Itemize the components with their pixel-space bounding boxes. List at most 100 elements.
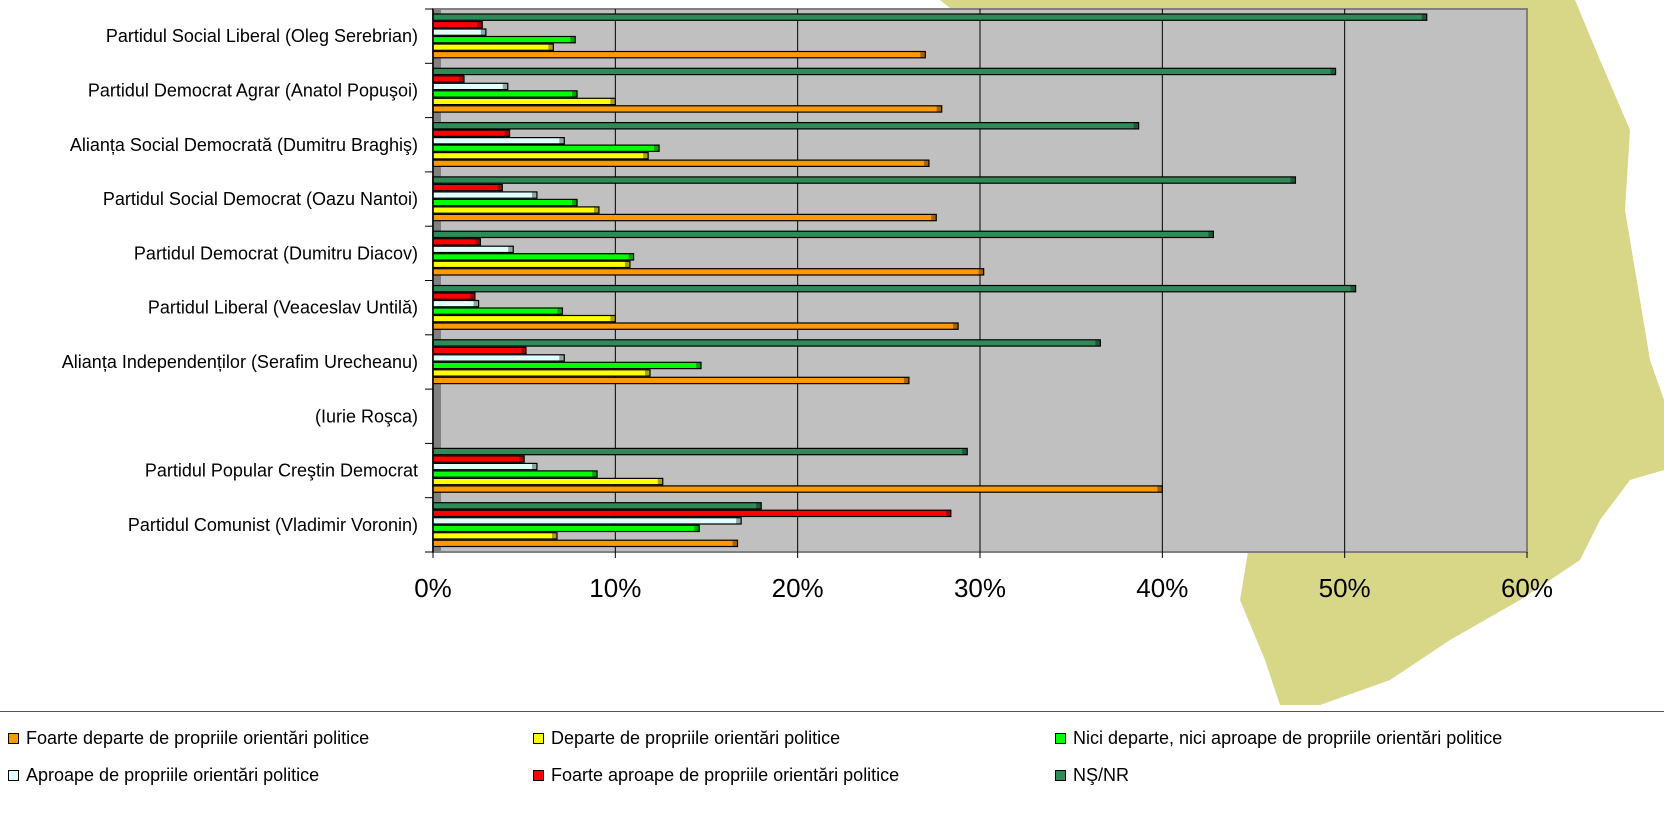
bar-end-nici-departe-nici-aproape-de-propriile-orientari-politice — [570, 36, 576, 43]
bar-end-nici-departe-nici-aproape-de-propriile-orientari-politice — [557, 308, 563, 315]
bar-departe-de-propriile-orientari-politice — [432, 97, 616, 106]
bar-departe-de-propriile-orientari-politice — [432, 260, 631, 269]
bar-end-foarte-departe-de-propriile-orientari-politice — [953, 323, 959, 330]
bar-foarte-aproape-de-propriile-orientari-politice — [432, 183, 503, 192]
bar-ns-nr — [432, 502, 762, 510]
bar-end-foarte-departe-de-propriile-orientari-politice — [978, 268, 984, 275]
bar-end-nici-departe-nici-aproape-de-propriile-orientari-politice — [694, 525, 700, 532]
category-label: Partidul Liberal (Veaceslav Untilă) — [148, 298, 418, 318]
bar-aproape-de-propriile-orientari-politice — [432, 82, 509, 91]
bar-end-aproape-de-propriile-orientari-politice — [559, 354, 565, 362]
bar-end-foarte-aproape-de-propriile-orientari-politice — [504, 130, 510, 137]
bar-end-aproape-de-propriile-orientari-politice — [531, 191, 537, 199]
category-label: Alianța Social Democrată (Dumitru Braghi… — [70, 135, 418, 155]
bar-foarte-aproape-de-propriile-orientari-politice — [432, 509, 952, 518]
legend-label: Foarte aproape de propriile orientări po… — [551, 765, 900, 785]
bar-end-ns-nr — [1133, 122, 1139, 129]
legend-swatch-ns-nr — [1055, 770, 1066, 781]
bar-nici-departe-nici-aproape-de-propriile-orientari-politice — [432, 307, 564, 315]
bar-foarte-aproape-de-propriile-orientari-politice — [432, 238, 482, 246]
bar-departe-de-propriile-orientari-politice — [432, 477, 664, 486]
bar-end-ns-nr — [962, 448, 968, 455]
bar-end-foarte-departe-de-propriile-orientari-politice — [923, 160, 929, 167]
x-tick-label: 30% — [954, 573, 1006, 603]
bar-end-nici-departe-nici-aproape-de-propriile-orientari-politice — [654, 145, 660, 152]
bar-nici-departe-nici-aproape-de-propriile-orientari-politice — [432, 361, 702, 370]
bar-end-nici-departe-nici-aproape-de-propriile-orientari-politice — [592, 470, 598, 478]
bar-aproape-de-propriile-orientari-politice — [432, 28, 487, 36]
bar-end-foarte-aproape-de-propriile-orientari-politice — [497, 184, 503, 191]
bar-ns-nr — [432, 230, 1214, 239]
legend-swatch-foarte-departe — [8, 733, 19, 744]
bar-chart: 0% 10% 20% 30% 40% 50% 60% Partidul Social Libe… — [62, 0, 1664, 705]
bar-departe-de-propriile-orientari-politice — [432, 314, 616, 323]
legend-swatch-nici-nici — [1055, 733, 1066, 744]
bar-end-aproape-de-propriile-orientari-politice — [531, 463, 537, 470]
bar-end-foarte-aproape-de-propriile-orientari-politice — [475, 238, 481, 245]
legend-label: Foarte departe de propriile orientări po… — [26, 728, 370, 748]
x-tick-label: 10% — [589, 573, 641, 603]
bar-end-ns-nr — [1290, 176, 1296, 184]
bar-end-foarte-aproape-de-propriile-orientari-politice — [519, 455, 525, 463]
bar-end-foarte-departe-de-propriile-orientari-politice — [1157, 485, 1163, 493]
bar-end-aproape-de-propriile-orientari-politice — [473, 300, 479, 307]
bar-foarte-departe-de-propriile-orientari-politice — [432, 485, 1163, 493]
bar-end-foarte-aproape-de-propriile-orientari-politice — [945, 510, 951, 517]
legend-item-ns-nr: NŞ/NR — [1055, 765, 1129, 786]
bar-end-foarte-aproape-de-propriile-orientari-politice — [469, 293, 475, 300]
bar-aproape-de-propriile-orientari-politice — [432, 517, 742, 525]
bar-foarte-departe-de-propriile-orientari-politice — [432, 105, 943, 113]
bar-foarte-aproape-de-propriile-orientari-politice — [432, 292, 476, 300]
legend-item-aproape: Aproape de propriile orientări politice — [8, 765, 319, 786]
bar-nici-departe-nici-aproape-de-propriile-orientari-politice — [432, 90, 578, 98]
bar-end-departe-de-propriile-orientari-politice — [610, 315, 616, 322]
x-tick-label: 0% — [414, 573, 452, 603]
bar-foarte-aproape-de-propriile-orientari-politice — [432, 455, 525, 463]
bar-ns-nr — [432, 121, 1140, 130]
bar-end-ns-nr — [1208, 231, 1214, 238]
bar-end-departe-de-propriile-orientari-politice — [643, 152, 649, 159]
bar-aproape-de-propriile-orientari-politice — [432, 354, 565, 362]
category-label: Partidul Comunist (Vladimir Voronin) — [128, 515, 418, 535]
bar-foarte-departe-de-propriile-orientari-politice — [432, 268, 985, 276]
bar-end-departe-de-propriile-orientari-politice — [593, 206, 599, 214]
category-label: Partidul Democrat (Dumitru Diacov) — [134, 243, 418, 263]
bar-ns-nr — [432, 447, 968, 456]
bar-foarte-departe-de-propriile-orientari-politice — [432, 50, 926, 59]
category-label: Partidul Social Democrat (Oazu Nantoi) — [103, 189, 418, 209]
bar-ns-nr — [432, 339, 1101, 347]
bar-end-ns-nr — [1421, 14, 1427, 21]
bar-aproape-de-propriile-orientari-politice — [432, 299, 480, 308]
bar-end-foarte-aproape-de-propriile-orientari-politice — [458, 75, 464, 83]
bar-nici-departe-nici-aproape-de-propriile-orientari-politice — [432, 198, 578, 207]
bar-end-departe-de-propriile-orientari-politice — [551, 532, 557, 539]
x-tick-label: 20% — [772, 573, 824, 603]
bar-nici-departe-nici-aproape-de-propriile-orientari-politice — [432, 470, 598, 478]
bar-end-foarte-aproape-de-propriile-orientari-politice — [477, 21, 483, 28]
category-label: Partidul Democrat Agrar (Anatol Popuşoi) — [88, 80, 418, 100]
bar-ns-nr — [432, 176, 1297, 184]
bar-end-aproape-de-propriile-orientari-politice — [559, 137, 565, 144]
bar-end-departe-de-propriile-orientari-politice — [610, 98, 616, 105]
bar-end-nici-departe-nici-aproape-de-propriile-orientari-politice — [628, 253, 634, 260]
bar-end-nici-departe-nici-aproape-de-propriile-orientari-politice — [572, 199, 578, 206]
bar-end-ns-nr — [1350, 285, 1356, 292]
bar-foarte-departe-de-propriile-orientari-politice — [432, 213, 937, 222]
legend-swatch-departe — [533, 733, 544, 744]
bar-ns-nr — [432, 13, 1428, 21]
bar-foarte-departe-de-propriile-orientari-politice — [432, 376, 910, 385]
category-label: Alianța Independenților (Serafim Urechea… — [62, 352, 418, 372]
bar-end-departe-de-propriile-orientari-politice — [644, 369, 650, 377]
bar-end-foarte-aproape-de-propriile-orientari-politice — [520, 347, 526, 354]
bar-foarte-aproape-de-propriile-orientari-politice — [432, 346, 527, 355]
legend-swatch-foarte-aproape — [533, 770, 544, 781]
x-tick-label: 60% — [1501, 573, 1553, 603]
x-tick-label: 50% — [1319, 573, 1371, 603]
bar-foarte-aproape-de-propriile-orientari-politice — [432, 20, 483, 29]
legend-label: Nici departe, nici aproape de propriile … — [1073, 728, 1503, 748]
bar-end-departe-de-propriile-orientari-politice — [624, 261, 630, 268]
bar-foarte-aproape-de-propriile-orientari-politice — [432, 129, 511, 138]
bar-ns-nr — [432, 284, 1357, 293]
bar-end-foarte-departe-de-propriile-orientari-politice — [903, 377, 909, 384]
bar-end-ns-nr — [756, 502, 762, 509]
